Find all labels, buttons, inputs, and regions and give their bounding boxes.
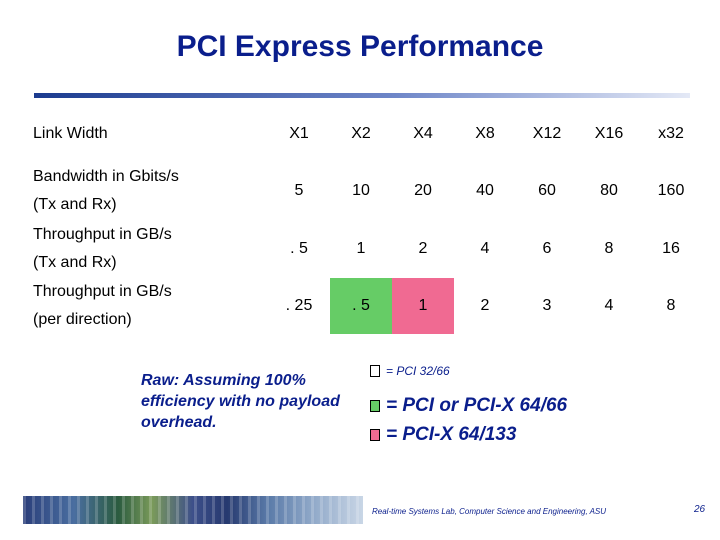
legend-label: = PCI or PCI-X 64/66 <box>386 395 568 416</box>
legend-item-pci-64-66: = PCI or PCI-X 64/66 <box>370 395 567 417</box>
table-cell: X12 <box>532 124 562 142</box>
table-cell: 4 <box>480 240 490 257</box>
table-cell: X4 <box>413 124 433 142</box>
table-cell: 8 <box>666 297 676 314</box>
slide-title: PCI Express Performance <box>176 30 544 63</box>
page-number: 26 <box>694 504 706 515</box>
row-label-throughput-txrx: Throughput in GB/s (Tx and Rx) <box>25 220 268 278</box>
table-row: Throughput in GB/s (Tx and Rx) . 5 1 2 4… <box>25 220 702 278</box>
table-cell-pci-32-66: . 25 <box>285 297 313 314</box>
title-divider <box>34 93 690 98</box>
table-cell: 160 <box>657 182 685 199</box>
legend-swatch-pink <box>370 429 380 441</box>
legend-item-pcix-64-133: = PCI-X 64/133 <box>370 424 516 446</box>
table-cell: . 5 <box>290 240 308 257</box>
table-cell: 8 <box>604 240 614 257</box>
row-label-line: (Tx and Rx) <box>33 254 117 271</box>
row-label-line: Bandwidth in Gbits/s <box>33 168 179 185</box>
table-cell: 40 <box>476 182 494 199</box>
row-label-link-width: Link Width <box>33 124 108 142</box>
table-cell: 20 <box>414 182 432 199</box>
raw-efficiency-note: Raw: Assuming 100% efficiency with no pa… <box>141 372 340 431</box>
table-cell: X8 <box>475 124 495 142</box>
table-cell: 1 <box>356 240 366 257</box>
row-label-line: (Tx and Rx) <box>33 196 117 213</box>
table-row: Bandwidth in Gbits/s (Tx and Rx) 5 10 20… <box>25 162 702 220</box>
performance-table: Link Width X1 X2 X4 X8 X12 X16 x32 Bandw… <box>25 105 702 334</box>
table-cell: X16 <box>594 124 624 142</box>
table-cell-pci-64-66: . 5 <box>330 278 392 334</box>
table-cell: x32 <box>658 124 684 142</box>
table-cell: 6 <box>542 240 552 257</box>
table-cell: 10 <box>352 182 370 199</box>
table-cell: 2 <box>418 240 428 257</box>
row-label-bandwidth: Bandwidth in Gbits/s (Tx and Rx) <box>25 162 268 220</box>
table-cell: X2 <box>351 124 371 142</box>
row-label-line: (per direction) <box>33 311 132 328</box>
table-cell: X1 <box>289 124 309 142</box>
table-cell: 80 <box>600 182 618 199</box>
legend-swatch-white <box>370 365 380 377</box>
table-cell-pcix-64-133: 1 <box>392 278 454 334</box>
row-label-throughput-per-direction: Throughput in GB/s (per direction) <box>25 278 268 334</box>
table-cell: 16 <box>662 240 680 257</box>
legend-swatch-green <box>370 400 380 412</box>
table-row: Throughput in GB/s (per direction) . 25 … <box>25 278 702 334</box>
legend-label: = PCI-X 64/133 <box>386 424 517 445</box>
table-cell: 2 <box>480 297 490 314</box>
row-label-line: Throughput in GB/s <box>33 226 172 243</box>
footer-lab-name: Real-time Systems Lab, Computer Science … <box>372 507 607 516</box>
footer-banner-image <box>23 496 363 524</box>
table-cell: 60 <box>538 182 556 199</box>
legend-label: = PCI 32/66 <box>386 364 450 378</box>
table-row: Link Width X1 X2 X4 X8 X12 X16 x32 <box>25 105 702 162</box>
legend-item-pci-32-66: = PCI 32/66 <box>370 364 450 378</box>
table-cell: 3 <box>542 297 552 314</box>
row-label-line: Throughput in GB/s <box>33 283 172 300</box>
table-cell: 5 <box>294 182 304 199</box>
table-cell: 4 <box>604 297 614 314</box>
